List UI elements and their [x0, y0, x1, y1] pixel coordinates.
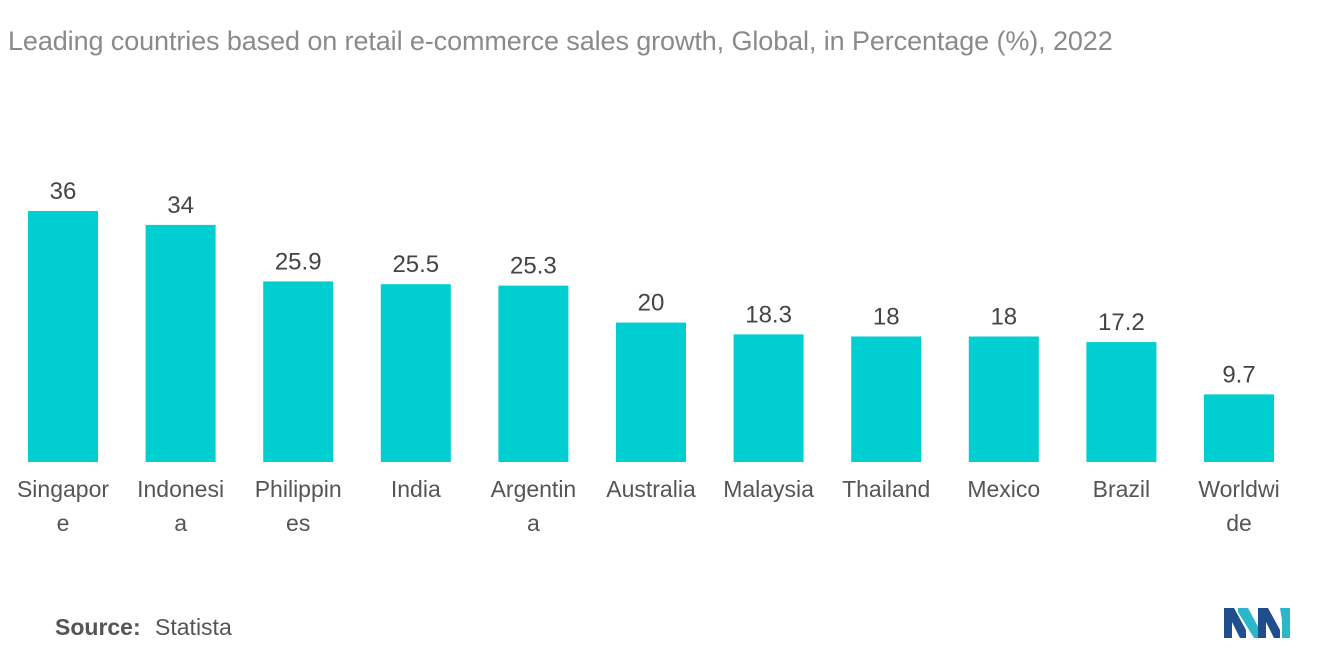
value-label-0: 36 [50, 178, 77, 205]
bar-0 [28, 211, 98, 462]
bar-2 [263, 281, 334, 462]
bar-6 [733, 334, 804, 462]
value-label-3: 25.5 [392, 251, 439, 278]
bar-chart: 36 Singapor e 34 Indonesi a 25.9 Philippin es 25.… [17, 178, 1280, 536]
category-label-4-1: a [527, 510, 540, 536]
value-label-8: 18 [990, 304, 1017, 331]
category-label-3-0: India [391, 476, 441, 502]
source-note: Source: Statista [55, 614, 232, 641]
category-label-7-0: Thailand [842, 476, 930, 502]
bar-7 [851, 336, 922, 462]
category-label-10-0: Worldwi [1198, 476, 1279, 502]
category-label-5-0: Australia [606, 476, 696, 502]
category-label-10-1: de [1226, 510, 1252, 536]
value-label-7: 18 [873, 304, 900, 331]
category-label-0-0: Singapor [17, 476, 109, 502]
value-label-4: 25.3 [510, 253, 557, 280]
category-label-4-0: Argentin [491, 476, 577, 502]
category-label-2-0: Philippin [255, 476, 342, 502]
value-label-10: 9.7 [1222, 361, 1255, 388]
chart-title: Leading countries based on retail e-comm… [8, 26, 1113, 56]
value-label-2: 25.9 [275, 248, 322, 275]
source-label: Source: [55, 614, 141, 640]
category-label-1-1: a [174, 510, 187, 536]
category-label-6-0: Malaysia [723, 476, 814, 502]
value-label-6: 18.3 [745, 301, 792, 328]
value-label-1: 34 [167, 192, 194, 219]
category-label-1-0: Indonesi [137, 476, 224, 502]
value-label-5: 20 [638, 290, 665, 317]
bar-10 [1204, 394, 1274, 462]
bar-4 [498, 285, 569, 462]
category-label-0-1: e [57, 510, 70, 536]
value-label-9: 17.2 [1098, 309, 1145, 336]
mordor-logo-icon [1224, 608, 1290, 638]
bar-5 [616, 322, 686, 462]
bar-8 [968, 336, 1039, 462]
source-value: Statista [155, 614, 232, 640]
bar-9 [1086, 342, 1157, 462]
bar-1 [145, 224, 216, 462]
category-label-2-1: es [286, 510, 310, 536]
category-label-8-0: Mexico [967, 476, 1040, 502]
category-label-9-0: Brazil [1093, 476, 1151, 502]
bar-3 [380, 284, 451, 462]
